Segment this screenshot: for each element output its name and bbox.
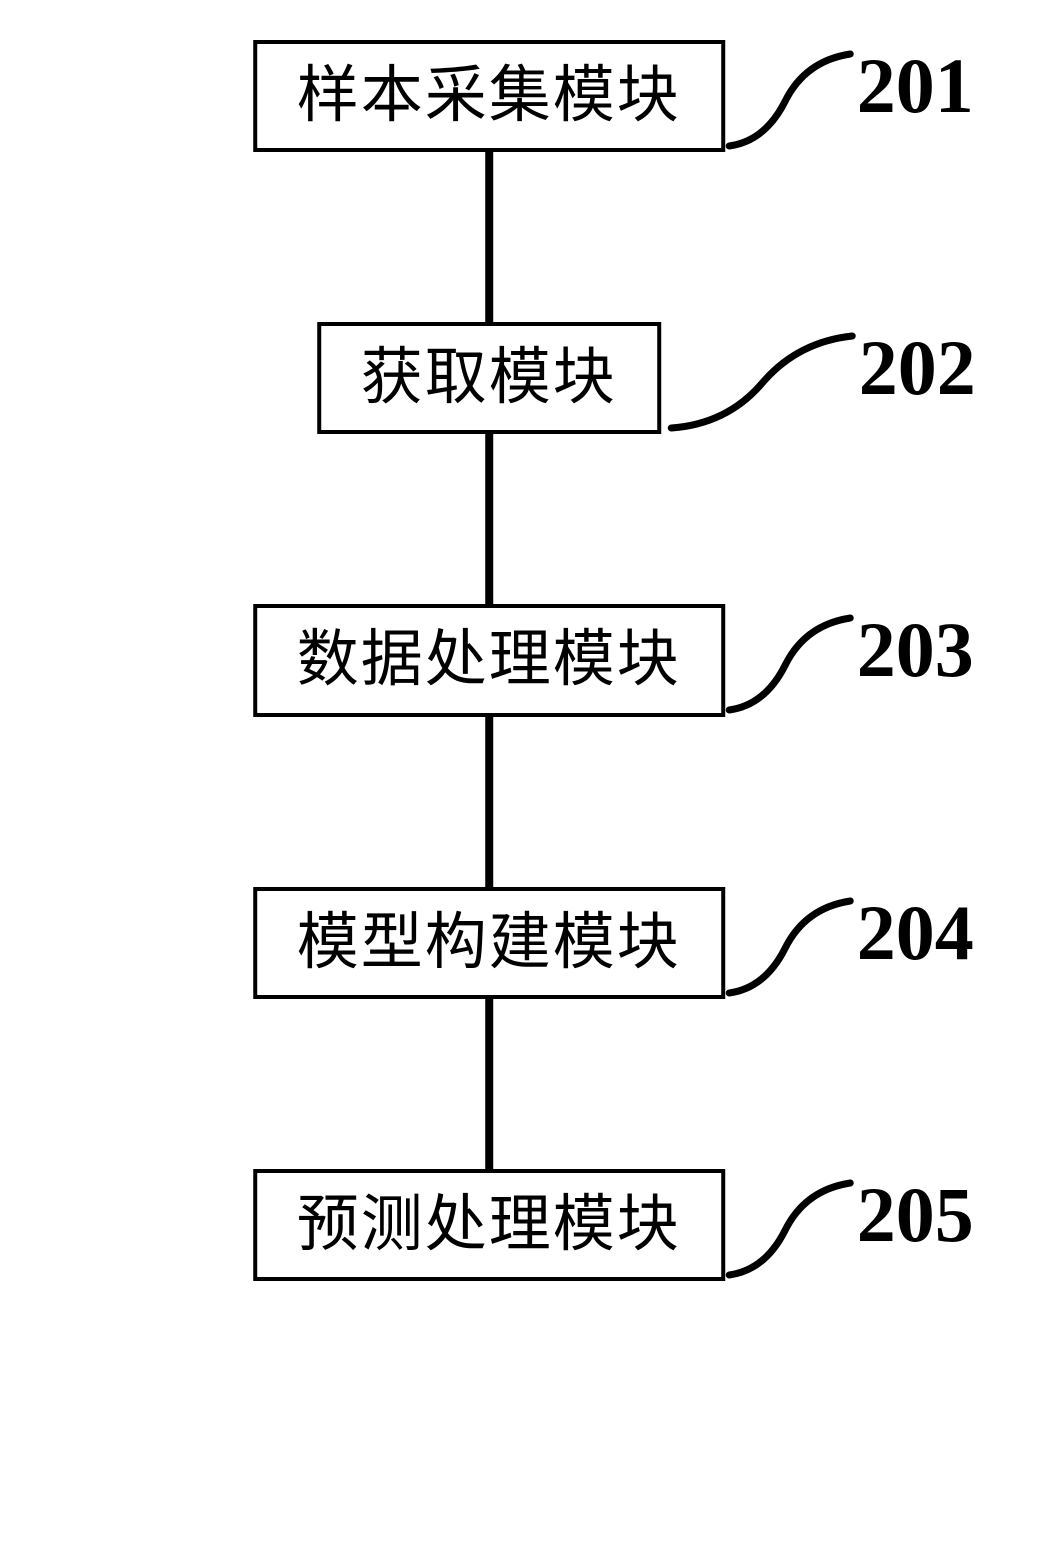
callout-curve-icon xyxy=(725,46,855,156)
node-label: 获取模块 xyxy=(361,344,617,412)
node-wrapper: 模型构建模块 204 xyxy=(253,887,725,999)
flow-node: 数据处理模块 xyxy=(253,604,725,716)
node-wrapper: 数据处理模块 203 xyxy=(253,604,725,716)
connector xyxy=(485,999,493,1169)
flow-node: 获取模块 xyxy=(317,322,661,434)
node-label: 预测处理模块 xyxy=(297,1191,681,1259)
flow-node: 模型构建模块 xyxy=(253,887,725,999)
flow-node: 样本采集模块 xyxy=(253,40,725,152)
node-wrapper: 获取模块 202 xyxy=(317,322,661,434)
flow-node: 预测处理模块 xyxy=(253,1169,725,1281)
node-label: 样本采集模块 xyxy=(297,62,681,130)
callout-curve-icon xyxy=(667,328,857,438)
callout: 205 xyxy=(725,1175,974,1285)
node-label: 数据处理模块 xyxy=(297,626,681,694)
node-wrapper: 样本采集模块 201 xyxy=(253,40,725,152)
callout-curve-icon xyxy=(725,610,855,720)
callout: 203 xyxy=(725,610,974,720)
connector xyxy=(485,717,493,887)
ref-number: 204 xyxy=(857,894,974,972)
callout-curve-icon xyxy=(725,1175,855,1285)
ref-number: 203 xyxy=(857,611,974,689)
ref-number: 201 xyxy=(857,47,974,125)
node-label: 模型构建模块 xyxy=(297,909,681,977)
connector xyxy=(485,152,493,322)
connector xyxy=(485,434,493,604)
ref-number: 205 xyxy=(857,1176,974,1254)
callout-curve-icon xyxy=(725,893,855,1003)
callout: 202 xyxy=(667,328,976,438)
callout: 201 xyxy=(725,46,974,156)
callout: 204 xyxy=(725,893,974,1003)
ref-number: 202 xyxy=(859,329,976,407)
flowchart-diagram: 样本采集模块 201 获取模块 202 数据处理模块 20 xyxy=(253,40,725,1281)
node-wrapper: 预测处理模块 205 xyxy=(253,1169,725,1281)
